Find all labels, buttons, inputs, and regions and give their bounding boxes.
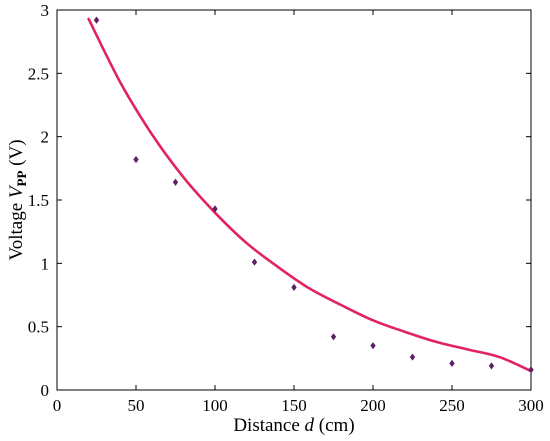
data-point bbox=[172, 178, 179, 186]
plot-area bbox=[56, 9, 532, 391]
axis-ticks bbox=[56, 9, 532, 391]
x-tick-label: 250 bbox=[439, 396, 465, 415]
data-point bbox=[133, 155, 139, 164]
y-tick-label: 2 bbox=[41, 128, 50, 147]
y-tick-label: 3 bbox=[41, 1, 50, 20]
y-tick-label: 1 bbox=[41, 254, 50, 273]
y-tick-label: 1.5 bbox=[28, 191, 49, 210]
x-tick-label: 100 bbox=[202, 396, 228, 415]
y-tick-label: 2.5 bbox=[28, 64, 49, 83]
data-point bbox=[488, 362, 495, 370]
x-tick-label: 300 bbox=[518, 396, 544, 415]
x-tick-labels: 0 50 100 150 200 250 300 bbox=[53, 396, 544, 415]
y-tick-label: 0.5 bbox=[28, 318, 49, 337]
x-tick-label: 150 bbox=[281, 396, 307, 415]
data-point bbox=[528, 366, 534, 374]
x-tick-label: 0 bbox=[53, 396, 62, 415]
data-point bbox=[251, 258, 258, 266]
data-point bbox=[291, 283, 297, 291]
data-point bbox=[212, 205, 218, 213]
y-axis-label: Voltage VPP (V) bbox=[6, 139, 29, 260]
fit-curve bbox=[87, 17, 533, 373]
x-tick-label: 50 bbox=[128, 396, 145, 415]
data-point bbox=[449, 359, 455, 367]
y-tick-labels: 0 0.5 1 1.5 2 2.5 3 bbox=[28, 1, 49, 400]
fit-curve-group bbox=[87, 17, 533, 373]
data-point bbox=[93, 16, 100, 24]
x-axis-label: Distance d (cm) bbox=[233, 415, 354, 436]
y-tick-label: 0 bbox=[41, 381, 50, 400]
data-point bbox=[330, 333, 337, 341]
data-points-group bbox=[93, 16, 534, 374]
x-tick-label: 200 bbox=[360, 396, 386, 415]
data-point bbox=[370, 342, 376, 350]
data-point bbox=[409, 353, 416, 361]
